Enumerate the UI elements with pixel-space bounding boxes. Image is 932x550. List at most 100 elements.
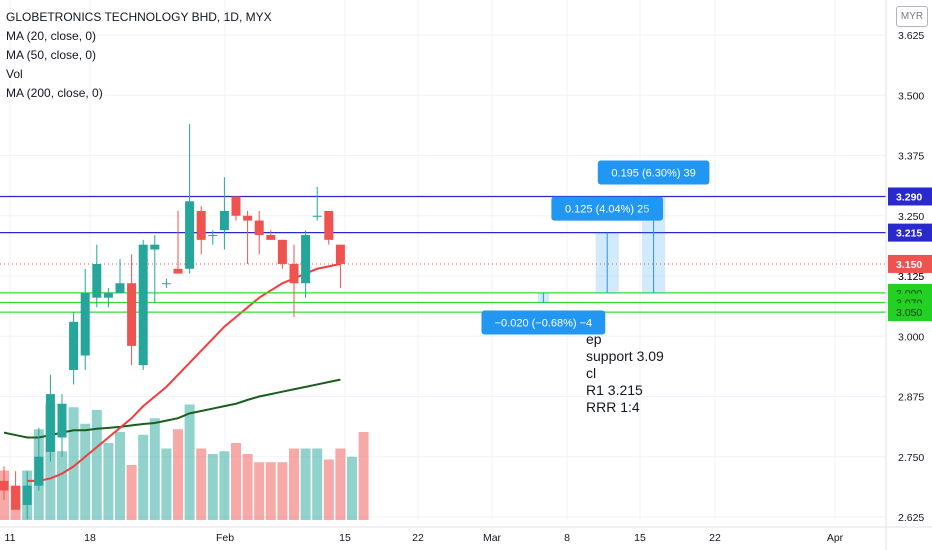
measure-label-bg [551,196,663,221]
volume-bar [207,454,218,520]
candle-body [80,292,90,356]
resistance-price-tag: 3.215 [896,228,922,240]
candle-body [312,215,322,217]
volume-bar [196,448,207,520]
legend-volume[interactable]: Vol [6,67,23,81]
volume-bar [231,443,241,520]
volume-bar [126,465,137,520]
volume-bar [45,404,56,520]
measure-label-bg [597,160,710,185]
volume-bar [57,451,67,520]
candle-series [0,124,345,520]
volume-bar [149,418,160,520]
y-tick-label: 3.250 [898,211,924,223]
volume-bar [103,443,114,520]
currency-button[interactable]: MYR [896,6,928,27]
volume-bar [254,462,265,520]
volume-bar [161,448,172,520]
volume-bar [115,432,125,520]
candle-body [115,283,125,293]
candle-body [289,263,299,284]
volume-bar [277,462,288,520]
candle-body [161,283,171,285]
x-tick-label: 8 [564,532,570,544]
candle-body [138,244,148,366]
measure-label-bg [481,310,606,335]
candle-body [324,210,334,240]
y-tick-label: 3.125 [898,271,924,283]
measure-label: −0.020 (−0.68%) −4 [495,318,593,330]
volume-bar [265,462,276,520]
candle-body [185,201,195,269]
note-line: R1 3.215 [586,382,643,398]
support-price-tag: 3.050 [896,307,922,319]
y-tick-label: 2.875 [898,392,924,404]
y-tick-label: 2.625 [898,512,924,524]
candle-body [92,263,102,298]
resistance-price-tag: 3.290 [896,191,922,203]
x-tick-label: 11 [5,532,16,544]
y-tick-label: 3.625 [898,30,924,42]
candle-body [266,235,276,240]
volume-bar [184,404,195,520]
volume-bar [289,448,299,520]
last-price-tag: 3.150 [896,259,922,271]
x-tick-label: Feb [216,532,234,544]
volume-bar [91,410,102,520]
candle-body [173,268,183,274]
legend-ma200[interactable]: MA (200, close, 0) [6,86,103,100]
measure-label: 0.125 (4.04%) 25 [565,204,649,216]
x-tick-label: 18 [84,532,96,544]
volume-bar [138,434,149,520]
x-tick-label: 22 [709,532,721,544]
volume-bar [300,448,311,520]
volume-bar [68,407,79,520]
candle-body [45,394,55,452]
measure-tool: 0.125 (4.04%) 25 [551,196,663,293]
candle-body [0,480,9,491]
candle-body [335,244,345,264]
note-line: cl [586,365,597,381]
volume-bar [80,423,91,520]
y-tick-label: 3.125 [898,271,924,283]
x-tick-label: Apr [827,532,844,544]
symbol-title: GLOBETRONICS TECHNOLOGY BHD, 1D, MYX [6,10,272,24]
support-price-tag-bg [888,303,932,322]
chart-legend: GLOBETRONICS TECHNOLOGY BHD, 1D, MYX MA … [6,8,272,103]
legend-ma50[interactable]: MA (50, close, 0) [6,48,97,62]
note-line: RRR 1:4 [586,399,640,415]
x-tick-label: 15 [634,532,646,544]
x-tick-label: Mar [483,532,502,544]
candle-body [208,235,218,237]
measure-label: 0.195 (6.30%) 39 [611,167,695,179]
x-tick-label: 22 [412,532,424,544]
volume-bar [347,456,357,520]
candle-body [34,456,44,486]
x-tick-label: 15 [339,532,351,544]
time-scale: 11 18 Feb 15 22 Mar 8 15 22 Apr [0,526,932,544]
candle-body [219,210,229,231]
y-tick-label: 3.375 [898,151,924,163]
note-line: ep [586,331,602,347]
volume-series [0,404,369,520]
candle-body [69,321,79,370]
volume-bar [312,448,323,520]
last-price-tag-bg [888,254,932,273]
measure-tool: −0.020 (−0.68%) −4 [481,292,606,335]
volume-bar [242,454,253,520]
ma20-line [27,262,341,482]
resistance-price-tag-bg [888,187,932,206]
y-tick-label: 3.000 [898,331,924,343]
note-line: support 3.09 [586,348,664,364]
candle-body [231,196,241,216]
candle-body [22,485,32,505]
measure-tool: 0.195 (6.30%) 39 [597,160,710,293]
resistance-price-tag-bg [888,223,932,242]
price-scale: 3.625 3.500 3.375 3.250 3.125 3.000 2.875 2.750… [885,0,932,550]
volume-bar [219,451,230,520]
candle-body [150,244,160,250]
candle-body [127,283,137,346]
candle-body [11,485,21,510]
legend-ma20[interactable]: MA (20, close, 0) [6,29,97,43]
